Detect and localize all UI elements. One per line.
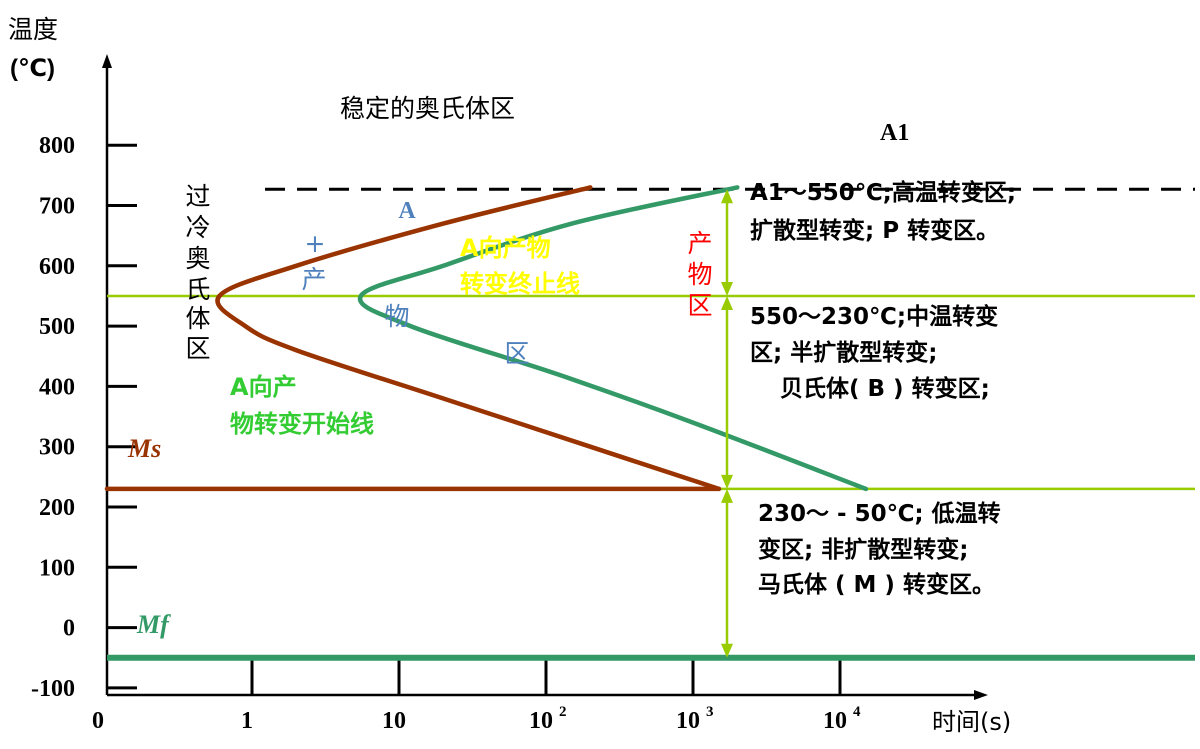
annotation-start-line-label: A向产 — [230, 373, 297, 401]
chart-title: 稳定的奥氏体区 — [340, 94, 515, 123]
y-tick-label: 0 — [63, 616, 75, 642]
region-label-a-plus-product: 物 — [384, 302, 409, 331]
y-tick-label: 300 — [39, 435, 75, 461]
annotation-start-line-label: 物转变开始线 — [230, 410, 374, 438]
region-label-product: 产 — [687, 229, 712, 258]
annotation-finish-line-label: 转变终止线 — [460, 270, 580, 298]
annotation-mid-temp-desc: 贝氏体( B ) 转变区; — [780, 375, 990, 402]
y-tick-label: 800 — [39, 133, 75, 159]
a1-label: A1 — [880, 120, 909, 146]
y-tick-label: 500 — [39, 314, 75, 340]
region-label-supercooled-austenite: 区 — [185, 334, 210, 363]
annotation-low-temp-desc: 230～ - 50℃; 低温转 — [758, 500, 1001, 527]
region-label-a-plus-product: 区 — [504, 339, 529, 368]
x-tick-label: 10 — [823, 708, 847, 734]
range-arrow-low — [721, 488, 733, 658]
y-tick-label: 600 — [39, 254, 75, 280]
range-arrow-high — [721, 189, 733, 296]
y-tick-label: -100 — [31, 676, 75, 702]
region-label-a-plus-product: A — [398, 198, 416, 224]
region-label-supercooled-austenite: 氏 — [185, 275, 210, 304]
region-label-a-plus-product: 产 — [301, 265, 326, 294]
x-axis-title: 时间(s) — [932, 708, 1011, 736]
x-tick-label: 0 — [92, 708, 104, 734]
region-label-a-plus-product: + — [305, 229, 326, 258]
region-label-supercooled-austenite: 体 — [185, 304, 210, 333]
y-axis-title: 温度 — [8, 15, 58, 44]
annotation-high-temp-desc: 扩散型转变; P 转变区。 — [750, 217, 999, 244]
y-tick-label: 200 — [39, 495, 75, 521]
x-tick-exponent: 2 — [559, 704, 567, 720]
y-axis-unit: (℃) — [10, 55, 55, 82]
y-tick-label: 700 — [39, 194, 75, 220]
range-arrow-mid — [721, 295, 733, 489]
x-tick-label: 10 — [382, 708, 406, 734]
annotation-high-temp-desc: A1～550℃;高温转变区; — [750, 179, 1016, 206]
region-label-supercooled-austenite: 奥 — [185, 244, 210, 273]
region-label-product: 区 — [687, 291, 712, 320]
annotation-finish-line-label: A向产物 — [460, 234, 551, 262]
annotation-mid-temp-desc: 区; 半扩散型转变; — [750, 339, 937, 366]
x-tick-label: 10 — [529, 708, 553, 734]
x-tick-label: 10 — [676, 708, 700, 734]
mf-label: Mf — [136, 610, 171, 639]
x-axis-arrow — [974, 690, 988, 700]
annotation-low-temp-desc: 变区; 非扩散型转变; — [758, 536, 968, 563]
x-tick-label: 1 — [241, 708, 253, 734]
y-tick-label: 100 — [39, 555, 75, 581]
transformation-finish-curve — [357, 185, 869, 492]
x-tick-exponent: 3 — [706, 704, 714, 720]
y-tick-label: 400 — [39, 374, 75, 400]
annotation-mid-temp-desc: 550～230℃;中温转变 — [750, 303, 998, 330]
region-label-supercooled-austenite: 过 — [185, 182, 210, 211]
region-label-supercooled-austenite: 冷 — [185, 213, 210, 242]
x-tick-exponent: 4 — [853, 704, 861, 720]
transformation-start-curve — [215, 185, 722, 492]
annotation-low-temp-desc: 马氏体 ( M ) 转变区。 — [758, 571, 995, 598]
y-axis-arrow — [102, 54, 112, 68]
ms-label: Ms — [127, 434, 161, 463]
region-label-product: 物 — [687, 260, 712, 289]
